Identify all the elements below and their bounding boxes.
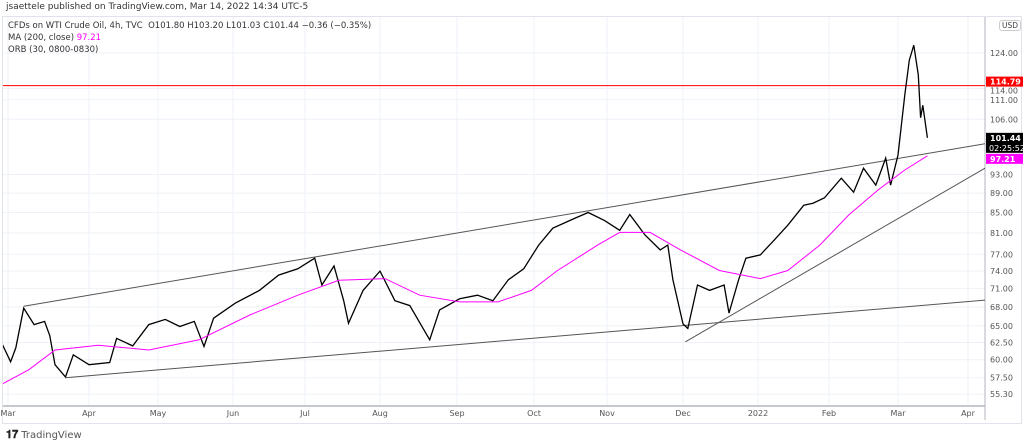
legend-ma-label: MA (200, close) — [8, 33, 75, 43]
y-tick-label: 93.00 — [990, 171, 1013, 180]
chart-frame — [2, 16, 1022, 424]
price-label: 97.21 — [990, 155, 1016, 164]
x-tick-label: Apr — [961, 409, 976, 418]
x-tick-label: Aug — [372, 409, 388, 418]
y-tick-label: 89.00 — [990, 189, 1013, 198]
x-tick-label: Mar — [890, 409, 906, 418]
legend-orb-row[interactable]: ORB (30, 0800-0830) — [8, 44, 371, 56]
y-tick-label: 81.00 — [990, 229, 1013, 238]
y-tick-label: 77.00 — [990, 250, 1013, 259]
x-tick-label: Apr — [82, 409, 97, 418]
y-tick-label: 68.00 — [990, 303, 1013, 312]
x-tick-label: Dec — [675, 409, 690, 418]
y-tick-label: 62.50 — [990, 338, 1013, 347]
y-tick-label: 85.00 — [990, 209, 1013, 218]
chart-legend: CFDs on WTI Crude Oil, 4h, TVC O101.80 H… — [8, 20, 371, 56]
x-tick-label: Nov — [599, 409, 615, 418]
price-label: 101.44 — [990, 134, 1021, 143]
trendline[interactable] — [65, 299, 985, 379]
y-tick-label: 65.00 — [990, 322, 1013, 331]
legend-orb-label: ORB (30, 0800-0830) — [8, 45, 99, 55]
x-tick-label: May — [150, 409, 167, 418]
x-tick-label: 2022 — [748, 409, 768, 418]
x-tick-label: Jun — [226, 409, 240, 418]
x-tick-label: Oct — [527, 409, 541, 418]
y-tick-label: 60.00 — [990, 356, 1013, 365]
y-tick-label: 55.30 — [990, 390, 1013, 399]
countdown-label: 02:25:52 — [989, 144, 1024, 153]
legend-symbol: CFDs on WTI Crude Oil, 4h, TVC — [8, 21, 143, 31]
price-label: 114.79 — [990, 78, 1021, 87]
price-label-bg — [986, 132, 1023, 153]
currency-button[interactable]: USD — [999, 20, 1022, 31]
x-tick-label: Sep — [449, 409, 464, 418]
tradingview-logo[interactable]: 𝟏𝟕 TradingView — [6, 428, 82, 442]
y-tick-label: 124.00 — [990, 49, 1018, 58]
y-tick-label: 57.50 — [990, 374, 1013, 383]
ma-series-line — [3, 155, 928, 385]
price-label-bg — [986, 153, 1023, 164]
publisher-line: jsaettele published on TradingView.com, … — [6, 2, 309, 12]
legend-symbol-row[interactable]: CFDs on WTI Crude Oil, 4h, TVC O101.80 H… — [8, 20, 371, 32]
y-tick-label: 106.00 — [990, 115, 1018, 124]
price-series-line — [3, 45, 929, 379]
price-label-bg — [986, 76, 1023, 87]
legend-ohlc: O101.80 H103.20 L101.03 C101.44 −0.36 (−… — [148, 21, 372, 31]
legend-ma-row[interactable]: MA (200, close) 97.21 — [8, 32, 371, 44]
y-tick-label: 114.00 — [990, 87, 1018, 96]
trendline[interactable] — [23, 143, 985, 307]
trendline[interactable] — [685, 167, 985, 343]
x-tick-label: Feb — [822, 409, 836, 418]
logo-text: TradingView — [21, 429, 82, 441]
y-tick-label: 111.00 — [990, 96, 1018, 105]
legend-ma-value: 97.21 — [76, 33, 102, 43]
x-tick-label: Mar — [0, 409, 16, 418]
y-tick-label: 71.00 — [990, 285, 1013, 294]
y-tick-label: 74.00 — [990, 267, 1013, 276]
x-tick-label: Jul — [299, 409, 310, 418]
tv-logo-icon: 𝟏𝟕 — [6, 428, 19, 441]
